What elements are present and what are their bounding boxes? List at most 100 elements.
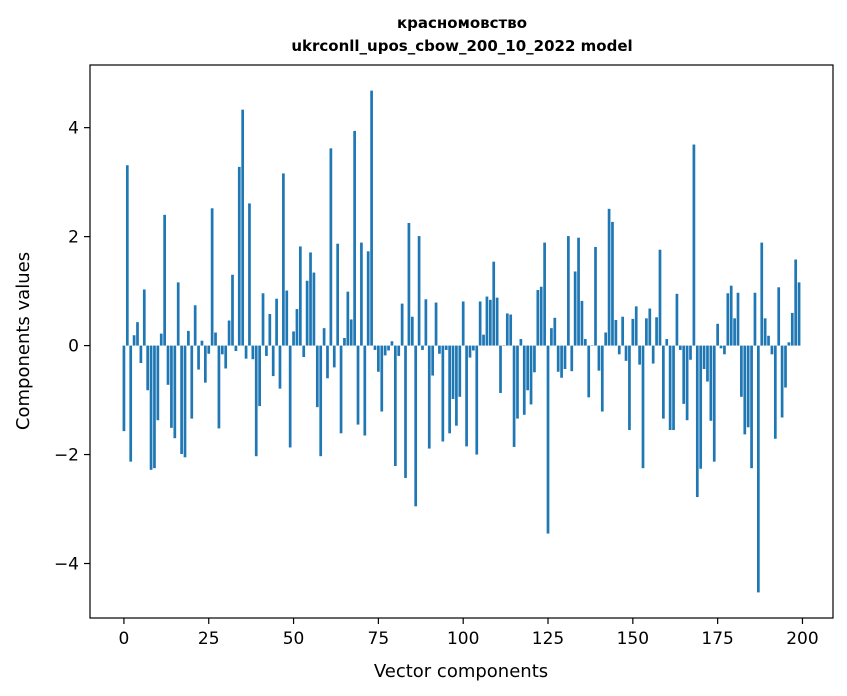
bar-38 (251, 345, 255, 360)
bar-134 (577, 237, 580, 346)
x-tick-label: 0 (119, 629, 130, 649)
bar-150 (631, 318, 635, 346)
bar-68 (353, 130, 356, 346)
bar-197 (790, 312, 794, 346)
bar-70 (360, 242, 363, 346)
bar-21 (193, 305, 197, 346)
bar-15 (173, 345, 177, 439)
bar-118 (522, 345, 526, 415)
bar-190 (767, 335, 770, 346)
bar-165 (682, 345, 686, 404)
bar-145 (614, 319, 618, 346)
bar-30 (224, 345, 228, 369)
bar-195 (784, 345, 787, 388)
bar-159 (662, 345, 665, 419)
bar-143 (607, 208, 611, 346)
bar-127 (553, 317, 557, 346)
bar-4 (136, 322, 139, 346)
x-tick-label: 125 (532, 629, 564, 649)
bar-59 (322, 328, 326, 346)
bar-34 (237, 166, 241, 346)
bar-128 (556, 345, 560, 372)
bar-36 (244, 345, 248, 359)
bar-37 (248, 203, 251, 346)
bar-64 (339, 345, 343, 434)
bar-176 (719, 345, 723, 349)
bar-90 (427, 345, 431, 449)
bar-81 (397, 345, 401, 356)
x-tick-label: 75 (368, 629, 390, 649)
bar-115 (512, 345, 516, 447)
bar-156 (651, 345, 655, 364)
bar-55 (309, 252, 312, 346)
bar-83 (404, 345, 407, 478)
bar-126 (550, 328, 553, 346)
x-axis: 0 25 50 75 100 125 150 175 200 (119, 618, 819, 649)
bar-74 (373, 345, 377, 350)
bar-91 (431, 345, 435, 376)
bar-108 (488, 299, 492, 346)
bar-78 (387, 345, 390, 351)
bar-113 (505, 313, 509, 346)
bar-104 (475, 345, 479, 455)
bar-67 (349, 319, 353, 346)
bar-47 (282, 173, 285, 346)
y-axis: −4 −2 0 2 4 (54, 119, 90, 575)
bar-181 (736, 292, 740, 346)
bar-66 (346, 291, 350, 346)
bar-144 (611, 221, 614, 346)
bar-189 (763, 318, 767, 346)
x-tick-label: 200 (786, 629, 818, 649)
bar-154 (645, 318, 648, 346)
bar-141 (600, 345, 604, 412)
bar-14 (170, 345, 173, 428)
bar-41 (261, 293, 265, 346)
bar-13 (166, 345, 170, 385)
bar-7 (146, 345, 150, 391)
bar-107 (485, 296, 489, 346)
bar-56 (312, 272, 316, 346)
bar-136 (583, 339, 587, 346)
bar-102 (468, 345, 472, 358)
x-tick-label: 150 (617, 629, 649, 649)
bar-147 (621, 316, 625, 346)
x-axis-label: Vector components (374, 661, 548, 682)
bar-175 (716, 323, 719, 346)
bar-124 (543, 242, 546, 346)
bar-174 (712, 345, 716, 462)
bar-23 (200, 340, 204, 346)
bar-173 (709, 345, 713, 421)
bar-187 (757, 345, 760, 593)
bar-27 (214, 332, 217, 346)
bar-75 (377, 345, 380, 372)
bar-35 (241, 109, 245, 346)
bar-193 (777, 287, 781, 346)
bar-111 (499, 345, 502, 393)
bar-163 (675, 293, 679, 346)
bar-50 (292, 331, 295, 346)
bar-0 (122, 345, 126, 432)
bar-142 (604, 332, 608, 346)
bar-2 (129, 345, 133, 462)
bar-117 (519, 339, 523, 346)
bar-171 (702, 345, 706, 370)
bar-188 (760, 242, 764, 346)
bar-131 (567, 236, 570, 346)
bar-61 (329, 148, 333, 346)
bar-93 (438, 345, 441, 354)
bar-166 (685, 345, 689, 421)
bar-135 (580, 300, 584, 346)
bar-130 (563, 345, 567, 370)
bar-109 (492, 261, 496, 346)
bar-97 (451, 345, 455, 399)
bar-151 (634, 306, 638, 346)
bar-32 (231, 274, 234, 346)
bar-46 (278, 345, 282, 389)
bar-49 (288, 345, 292, 448)
bar-84 (407, 223, 411, 346)
bar-132 (570, 345, 574, 372)
bar-1 (125, 165, 129, 346)
bar-152 (638, 345, 641, 365)
bar-3 (132, 335, 136, 346)
bar-105 (478, 301, 482, 346)
